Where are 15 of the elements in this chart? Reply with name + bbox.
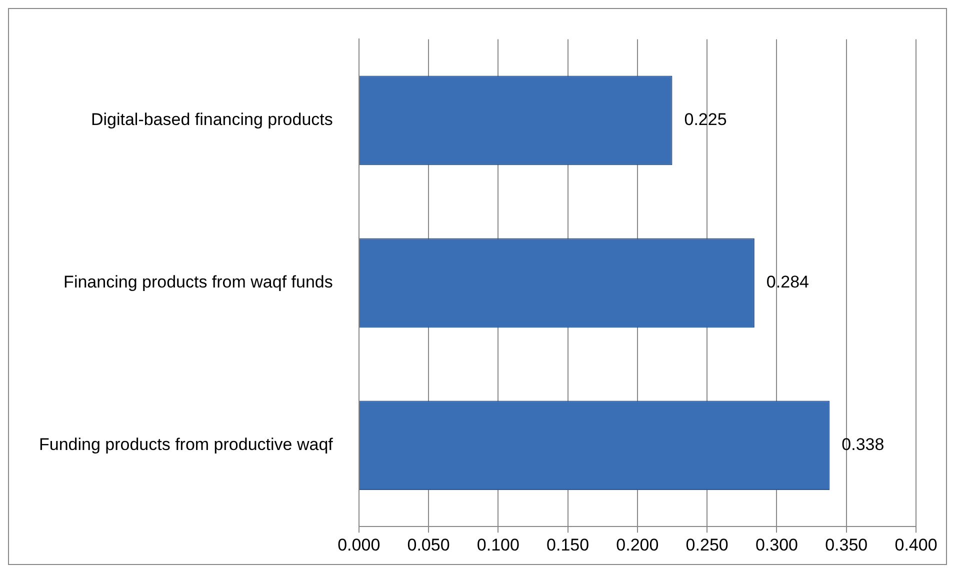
y-tick-label: Digital-based financing products	[90, 110, 333, 130]
x-tick-label: 0.250	[686, 535, 728, 554]
y-tick-label: Financing products from waqf funds	[64, 272, 333, 292]
x-tick-label: 0.050	[407, 535, 450, 554]
x-tick-label: 0.350	[825, 535, 868, 554]
x-tick-label: 0.000	[338, 535, 380, 554]
x-tick-label: 0.400	[894, 535, 938, 554]
x-tick-label: 0.300	[755, 535, 798, 554]
x-tick-label: 0.150	[546, 535, 590, 554]
x-tick-label: 0.200	[616, 535, 659, 554]
y-tick-label: Funding products from productive waqf	[39, 435, 334, 454]
data-label: 0.284	[766, 272, 809, 292]
data-label: 0.338	[842, 435, 884, 454]
data-label: 0.225	[684, 110, 727, 130]
x-tick-label: 0.100	[476, 535, 520, 554]
